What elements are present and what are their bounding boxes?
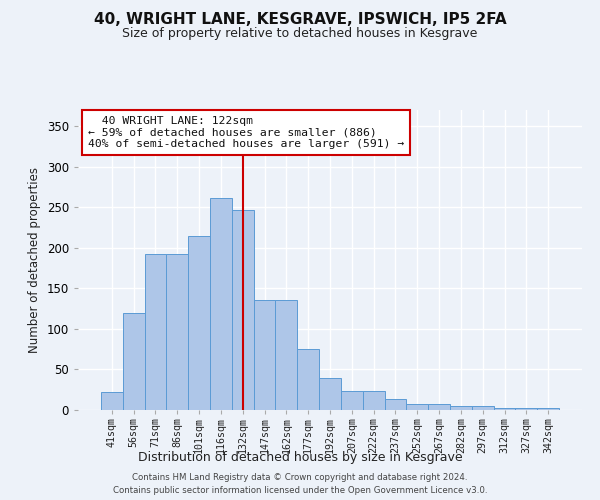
Bar (166, 254, 188, 410)
Y-axis label: Number of detached properties: Number of detached properties (28, 167, 41, 353)
Bar (101, 392, 123, 410)
Bar (494, 408, 515, 410)
Bar (254, 300, 275, 410)
Bar (297, 349, 319, 410)
Bar (363, 392, 385, 410)
Bar (145, 254, 166, 410)
Text: Size of property relative to detached houses in Kesgrave: Size of property relative to detached ho… (122, 28, 478, 40)
Bar (275, 300, 297, 410)
Bar (319, 378, 341, 410)
Bar (515, 408, 537, 410)
Bar (385, 400, 406, 410)
Bar (537, 408, 559, 410)
Bar (123, 312, 145, 410)
Bar (188, 236, 210, 410)
Bar (210, 198, 232, 410)
Bar (341, 392, 363, 410)
Bar (428, 404, 450, 410)
Text: 40, WRIGHT LANE, KESGRAVE, IPSWICH, IP5 2FA: 40, WRIGHT LANE, KESGRAVE, IPSWICH, IP5 … (94, 12, 506, 28)
Bar (450, 406, 472, 410)
Bar (406, 404, 428, 410)
Text: Distribution of detached houses by size in Kesgrave: Distribution of detached houses by size … (137, 451, 463, 464)
Text: Contains HM Land Registry data © Crown copyright and database right 2024.
Contai: Contains HM Land Registry data © Crown c… (113, 474, 487, 495)
Bar (232, 210, 254, 410)
Bar (472, 406, 494, 410)
Text: 40 WRIGHT LANE: 122sqm  
← 59% of detached houses are smaller (886)
40% of semi-: 40 WRIGHT LANE: 122sqm ← 59% of detached… (88, 116, 404, 149)
